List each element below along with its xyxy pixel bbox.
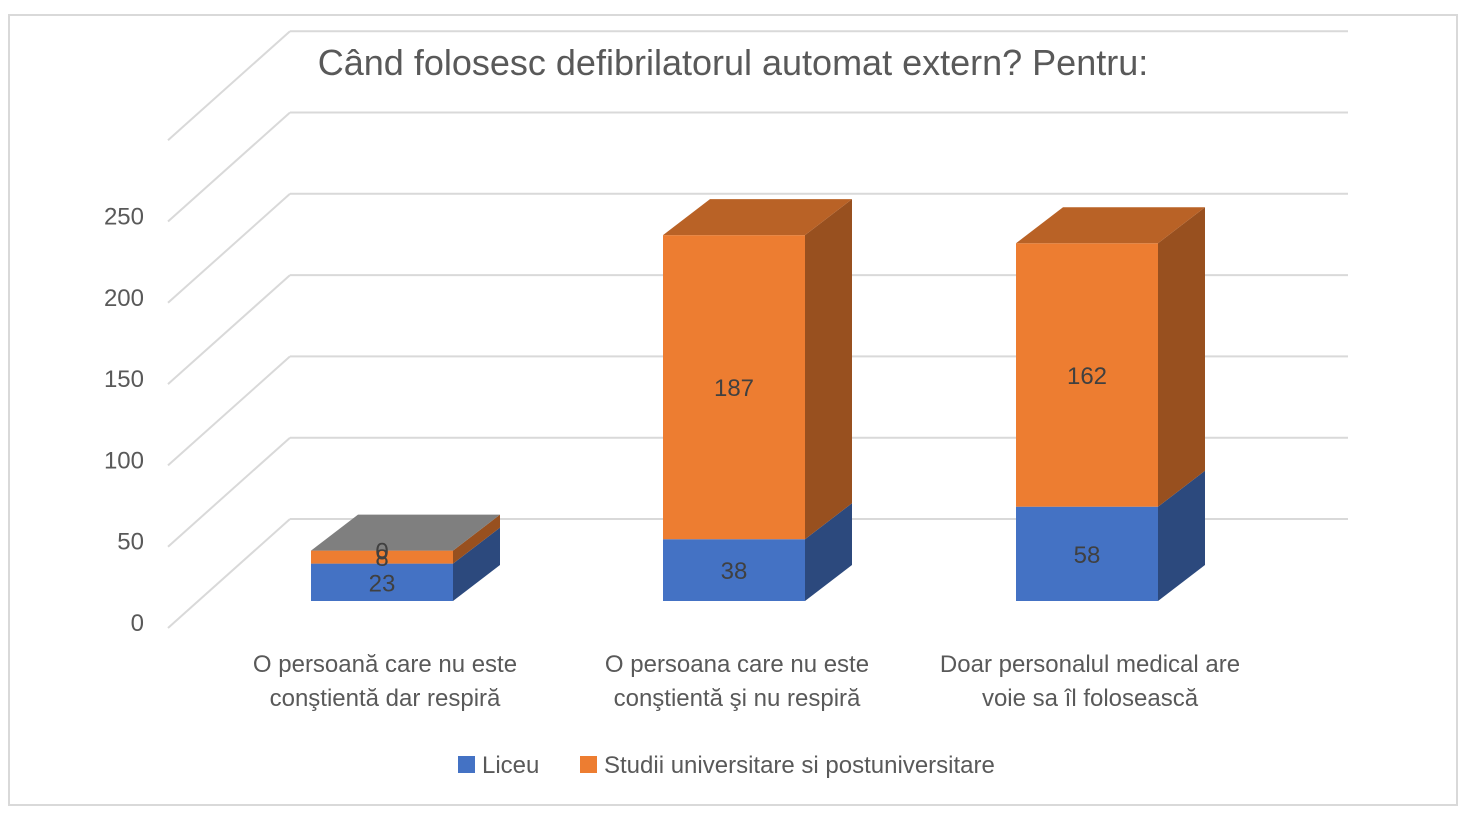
x-tick-label: Doar personalul medical are	[940, 651, 1240, 678]
legend-swatch	[580, 756, 597, 773]
x-tick-label: O persoana care nu este	[605, 651, 869, 678]
bar-side	[1158, 470, 1205, 601]
x-tick-label: O persoană care nu este	[253, 651, 517, 678]
data-label: 8	[375, 545, 388, 572]
x-tick-label: conştientă dar respiră	[270, 685, 501, 712]
gridline-diagonal	[167, 355, 291, 467]
legend-label: Studii universitare si postuniversitare	[604, 752, 995, 779]
bar-top	[1016, 207, 1205, 244]
x-tick-label: conştientă şi nu respiră	[614, 685, 861, 712]
chart-title: Când folosesc defibrilatorul automat ext…	[318, 42, 1148, 83]
bar-segment	[663, 539, 805, 601]
y-tick-label: 150	[104, 366, 144, 393]
y-tick-label: 250	[104, 204, 144, 231]
gridline-diagonal	[167, 111, 291, 223]
y-tick-label: 50	[117, 529, 144, 556]
data-label: 58	[1074, 542, 1101, 569]
gridline-diagonal	[167, 193, 291, 304]
gridline-diagonal	[167, 518, 291, 629]
data-label: 38	[721, 558, 748, 585]
bar-side	[805, 503, 852, 601]
bar-segment	[311, 563, 453, 601]
bar-segment	[1016, 243, 1158, 507]
bar-segment	[663, 235, 805, 540]
bar-top	[663, 199, 852, 236]
legend-label: Liceu	[482, 752, 539, 779]
bar-segment	[311, 550, 453, 564]
x-tick-label: voie sa îl folosească	[982, 685, 1199, 712]
bar-side	[453, 527, 500, 601]
y-tick-label: 0	[131, 610, 144, 637]
gridline-diagonal	[167, 274, 291, 385]
y-tick-label: 200	[104, 285, 144, 312]
data-label: 23	[369, 570, 396, 597]
data-label: 187	[714, 375, 754, 402]
data-label: 162	[1067, 363, 1107, 390]
gridline-diagonal	[167, 30, 291, 141]
legend-swatch	[458, 756, 475, 773]
gridline-diagonal	[167, 436, 291, 548]
bar-side	[1158, 207, 1205, 507]
bar-side	[453, 514, 500, 564]
bar-side	[805, 199, 852, 540]
y-tick-label: 100	[104, 447, 144, 474]
bar-top	[311, 514, 500, 551]
bar-segment	[1016, 506, 1158, 601]
data-label: 0	[375, 539, 388, 566]
